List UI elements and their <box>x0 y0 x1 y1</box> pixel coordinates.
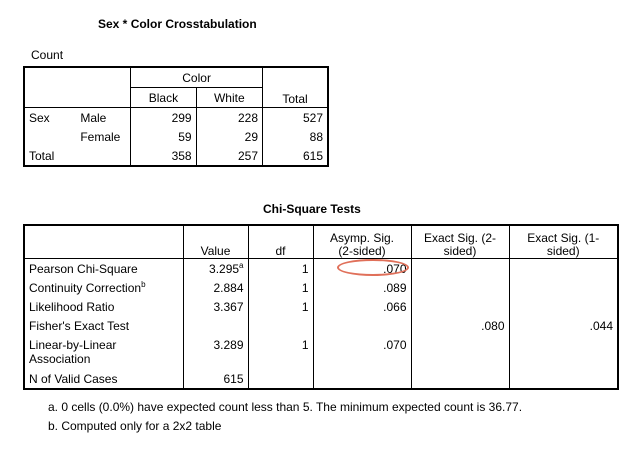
table-row: Linear-by-Linear Association 3.289 1 .070 <box>24 335 618 369</box>
cell-exact1: .044 <box>508 316 618 335</box>
cell-exact2 <box>410 297 509 316</box>
cell-exact1 <box>508 335 618 369</box>
crosstab-title: Sex * Color Crosstabulation <box>98 17 257 31</box>
color-header: Color <box>130 67 263 88</box>
footnote-a: a. 0 cells (0.0%) have expected count le… <box>48 400 523 414</box>
cell-exact1 <box>508 297 618 316</box>
cell-df <box>247 369 313 389</box>
cell-exact1 <box>508 278 618 297</box>
total-header: Total <box>262 67 328 108</box>
cell-white: 228 <box>195 107 263 127</box>
row-label: Linear-by-Linear Association <box>24 335 184 369</box>
cell-exact2: .080 <box>410 316 509 335</box>
cell-black: 59 <box>178 129 192 144</box>
cell-df: 1 <box>247 278 313 297</box>
cell-value <box>183 316 248 335</box>
cell-exact2 <box>410 258 509 278</box>
crosstab-corner <box>24 67 132 108</box>
cell-asymp: .089 <box>312 278 411 297</box>
cell-asymp <box>312 316 411 335</box>
df-header: df <box>247 225 313 259</box>
value-header: Value <box>183 225 248 259</box>
cell-exact2 <box>410 369 509 389</box>
table-row: Pearson Chi-Square 3.295a 1 .070 <box>24 258 618 278</box>
row-label: Continuity Correctionb <box>24 278 184 297</box>
table-row: N of Valid Cases 615 <box>24 369 618 389</box>
cell-value: 2.884 <box>213 280 244 295</box>
chisq-table: Value df Asymp. Sig. (2-sided) Exact Sig.… <box>23 224 619 390</box>
cell-asymp: .070 <box>312 335 411 369</box>
row-label: Female <box>76 127 132 146</box>
table-row: Likelihood Ratio 3.367 1 .066 <box>24 297 618 316</box>
cell-white: 257 <box>195 146 263 166</box>
cell-asymp: .066 <box>312 297 411 316</box>
white-header: White <box>195 87 263 108</box>
cell-exact1 <box>508 258 618 278</box>
sex-label: Sex <box>29 110 50 125</box>
cell-df: 1 <box>247 258 313 278</box>
cell-value: 3.289 <box>213 338 244 352</box>
cell-value: 3.295a <box>209 260 244 276</box>
table-row: Female 59 29 88 <box>24 127 328 146</box>
cell-total: 527 <box>262 107 328 127</box>
exact1-header: Exact Sig. (1- sided) <box>508 225 618 259</box>
table-row: Continuity Correctionb 2.884 1 .089 <box>24 278 618 297</box>
table-row: Fisher's Exact Test .080 .044 <box>24 316 618 335</box>
table-row: Total 358 257 615 <box>24 146 328 166</box>
crosstab-table: Color Total Black White Sex Male 299 228… <box>23 66 329 167</box>
cell-exact2 <box>410 278 509 297</box>
black-header: Black <box>130 87 197 108</box>
cell-white: 29 <box>195 127 263 146</box>
cell-df <box>247 316 313 335</box>
footnote-b: b. Computed only for a 2x2 table <box>48 419 222 433</box>
cell-exact2 <box>410 335 509 369</box>
cell-total: 88 <box>262 127 328 146</box>
exact2-header: Exact Sig. (2- sided) <box>410 225 509 259</box>
cell-df: 1 <box>247 335 313 369</box>
row-label: Fisher's Exact Test <box>24 316 184 335</box>
asymp-header: Asymp. Sig. (2-sided) <box>312 225 411 259</box>
chisq-corner <box>24 225 184 259</box>
cell-value: 3.367 <box>213 299 244 314</box>
cell-asymp <box>312 369 411 389</box>
cell-value: 615 <box>223 371 244 386</box>
total-row-label: Total <box>24 146 132 166</box>
cell-total: 615 <box>262 146 328 166</box>
cell-black: 358 <box>171 148 192 163</box>
row-label: Pearson Chi-Square <box>24 258 184 278</box>
chisq-title: Chi-Square Tests <box>263 202 361 216</box>
highlight-oval <box>337 259 409 276</box>
row-label: Male <box>76 107 132 127</box>
cell-df: 1 <box>247 297 313 316</box>
table-row: Sex Male 299 228 527 <box>24 107 328 127</box>
count-label: Count <box>31 48 64 62</box>
cell-exact1 <box>508 369 618 389</box>
row-label: Likelihood Ratio <box>24 297 184 316</box>
row-label: N of Valid Cases <box>24 369 184 389</box>
cell-black: 299 <box>171 110 192 125</box>
